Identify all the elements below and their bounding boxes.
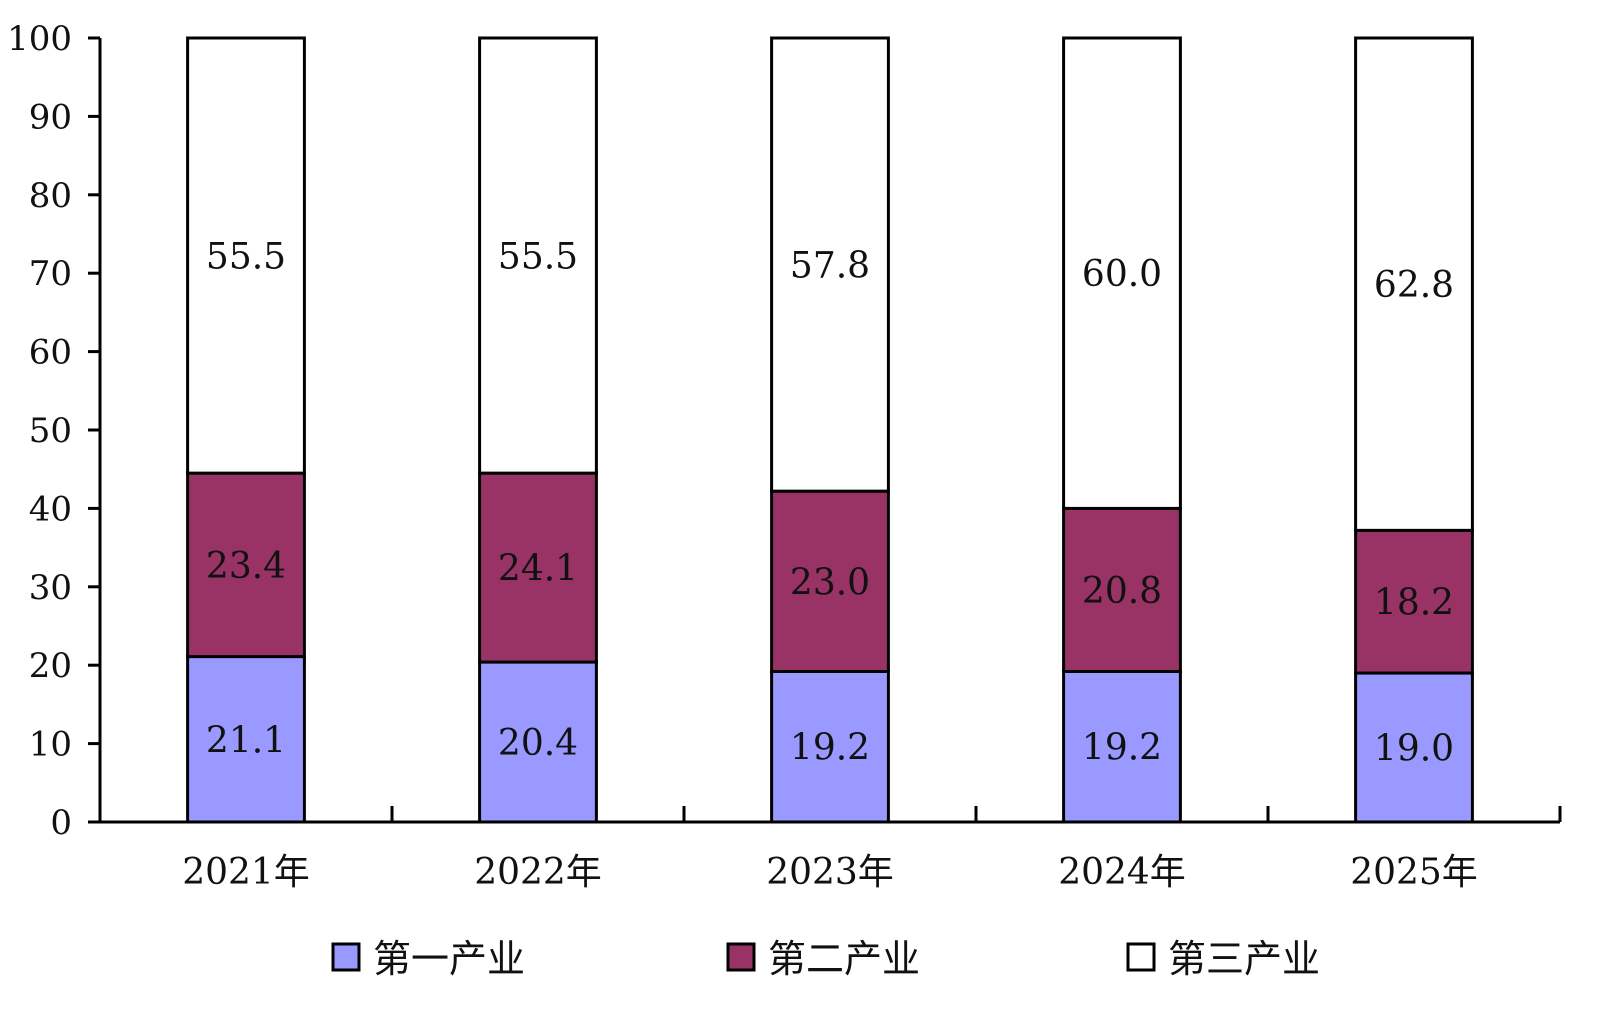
legend: 第一产业 第二产业 第三产业: [331, 937, 1320, 981]
data-label: 55.5: [206, 237, 286, 278]
bar-segment-2-2022年: [478, 471, 598, 664]
data-label: 24.1: [498, 549, 578, 590]
bar-segment-3-2021年: [186, 36, 306, 475]
bars: 21.1 23.4 55.5 20.4 24.1 55.5 19.2 23.0 57.8 19.2…: [186, 36, 1474, 824]
bar-segment-2-2023年: [770, 489, 890, 673]
data-label: 23.4: [206, 546, 286, 587]
bar-segment-2-2024年: [1062, 506, 1182, 673]
y-tick-label: 10: [29, 725, 72, 765]
x-tick-label: 2024年: [1058, 852, 1186, 893]
y-tick-label: 40: [29, 489, 72, 529]
data-label: 60.0: [1082, 254, 1162, 295]
bar-segment-3-2023年: [770, 36, 890, 493]
bar-segment-2-2025年: [1354, 528, 1474, 675]
data-label: 19.2: [1082, 728, 1162, 769]
data-label: 18.2: [1374, 583, 1454, 624]
data-label: 20.8: [1082, 571, 1162, 612]
data-label: 62.8: [1374, 265, 1454, 306]
data-label: 20.4: [498, 723, 578, 764]
y-axis: 0 10 20 30 40 50 60 70 80 90 100: [7, 19, 102, 843]
legend-swatch: [1126, 942, 1156, 972]
x-tick-label: 2023年: [766, 852, 894, 893]
legend-label: 第二产业: [768, 937, 920, 981]
bar-segment-1-2021年: [186, 655, 306, 824]
legend-swatch: [726, 942, 756, 972]
y-tick-label: 30: [29, 568, 72, 608]
data-label: 19.2: [790, 728, 870, 769]
bar-segment-3-2022年: [478, 36, 598, 475]
bar-segment-3-2025年: [1354, 36, 1474, 532]
y-tick-label: 70: [29, 254, 72, 294]
y-tick-label: 90: [29, 97, 72, 137]
legend-label: 第三产业: [1168, 937, 1320, 981]
y-tick-label: 80: [29, 176, 72, 216]
legend-label: 第一产业: [373, 937, 525, 981]
y-tick-label: 100: [7, 19, 72, 59]
x-tick-label: 2022年: [474, 852, 602, 893]
bar-segment-1-2023年: [770, 669, 890, 824]
bar-segment-1-2024年: [1062, 669, 1182, 824]
data-label: 23.0: [790, 562, 870, 603]
data-label: 19.0: [1374, 729, 1454, 770]
data-label: 57.8: [790, 246, 870, 287]
y-tick-label: 0: [50, 803, 72, 843]
legend-swatch: [331, 942, 361, 972]
bar-segment-3-2024年: [1062, 36, 1182, 510]
x-axis: 2021年 2022年 2023年 2024年 2025年: [98, 806, 1562, 893]
y-tick-label: 50: [29, 411, 72, 451]
x-tick-label: 2025年: [1350, 852, 1478, 893]
y-tick-label: 60: [29, 333, 72, 373]
y-tick-label: 20: [29, 646, 72, 686]
x-tick-label: 2021年: [182, 852, 310, 893]
data-label: 55.5: [498, 237, 578, 278]
data-label: 21.1: [206, 720, 286, 761]
